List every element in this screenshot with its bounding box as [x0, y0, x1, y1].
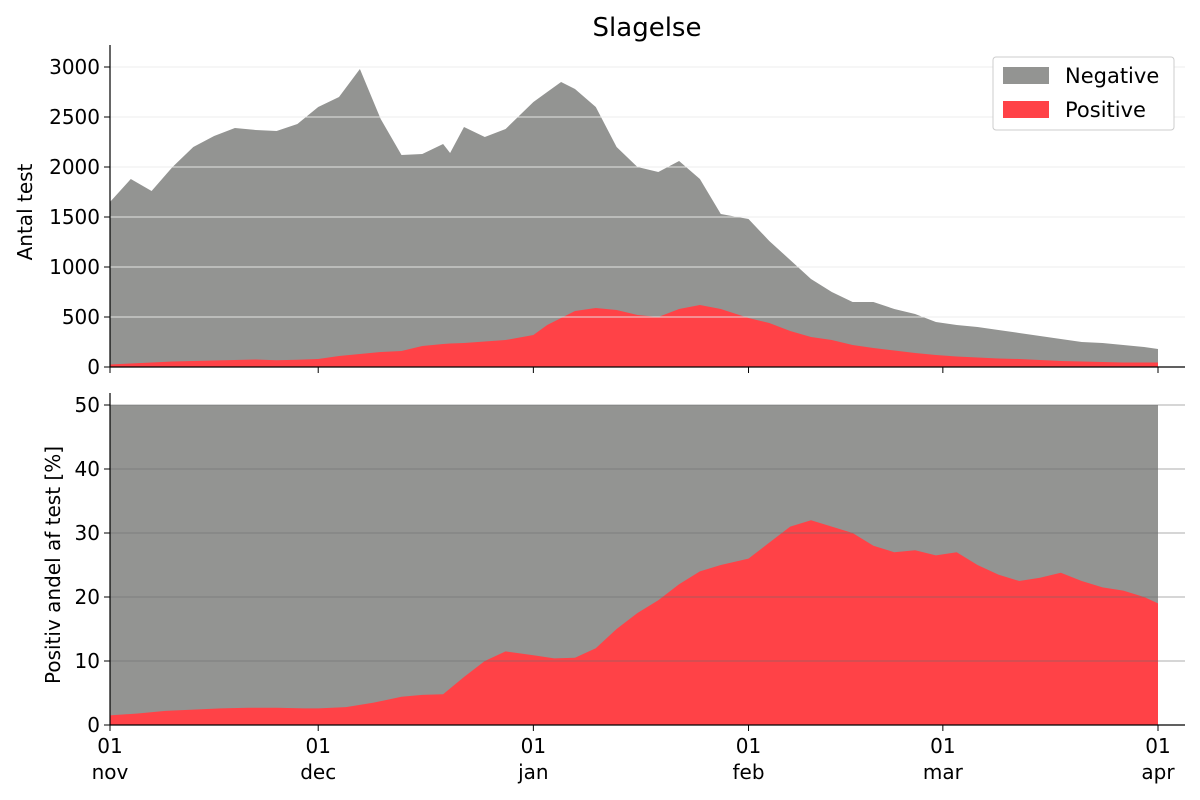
x-tick-label-day: 01 [736, 734, 761, 758]
legend-label-negative: Negative [1065, 64, 1159, 88]
y-tick-label: 500 [62, 305, 100, 329]
y-tick-label: 2500 [49, 105, 100, 129]
y-tick-label: 2000 [49, 155, 100, 179]
y-tick-label: 40 [75, 457, 100, 481]
x-tick-label-month: jan [517, 760, 549, 784]
x-tick-label-day: 01 [97, 734, 122, 758]
x-tick-label-month: apr [1141, 760, 1175, 784]
x-tick-label-day: 01 [930, 734, 955, 758]
y-tick-label: 0 [87, 355, 100, 379]
y-tick-label: 10 [75, 649, 100, 673]
x-tick-label-day: 01 [1145, 734, 1170, 758]
area-negative [110, 69, 1158, 367]
area-positive [110, 520, 1158, 725]
x-tick-label-day: 01 [521, 734, 546, 758]
x-tick-label-day: 01 [305, 734, 330, 758]
legend-label-positive: Positive [1065, 98, 1146, 122]
y-tick-label: 50 [75, 393, 100, 417]
x-tick-label-month: mar [923, 760, 964, 784]
y-tick-label: 30 [75, 521, 100, 545]
y-tick-label: 1500 [49, 205, 100, 229]
x-tick-label-month: dec [300, 760, 336, 784]
legend-swatch-positive [1003, 101, 1049, 118]
x-tick-label-month: feb [732, 760, 764, 784]
y-tick-label: 20 [75, 585, 100, 609]
legend-swatch-negative [1003, 67, 1049, 84]
y-tick-label: 1000 [49, 255, 100, 279]
legend: Negative Positive [992, 56, 1175, 131]
area-positive [110, 305, 1158, 367]
y-tick-label: 0 [87, 713, 100, 737]
y-axis-title: Antal test [13, 163, 37, 260]
y-axis-title: Positiv andel af test [%] [41, 446, 65, 684]
chart-title: Slagelse [593, 13, 702, 43]
y-tick-label: 3000 [49, 55, 100, 79]
top-panel: 0 500 1000 1500 2000 2500 3000 Antal test [13, 45, 1185, 379]
x-tick-label-month: nov [92, 760, 129, 784]
